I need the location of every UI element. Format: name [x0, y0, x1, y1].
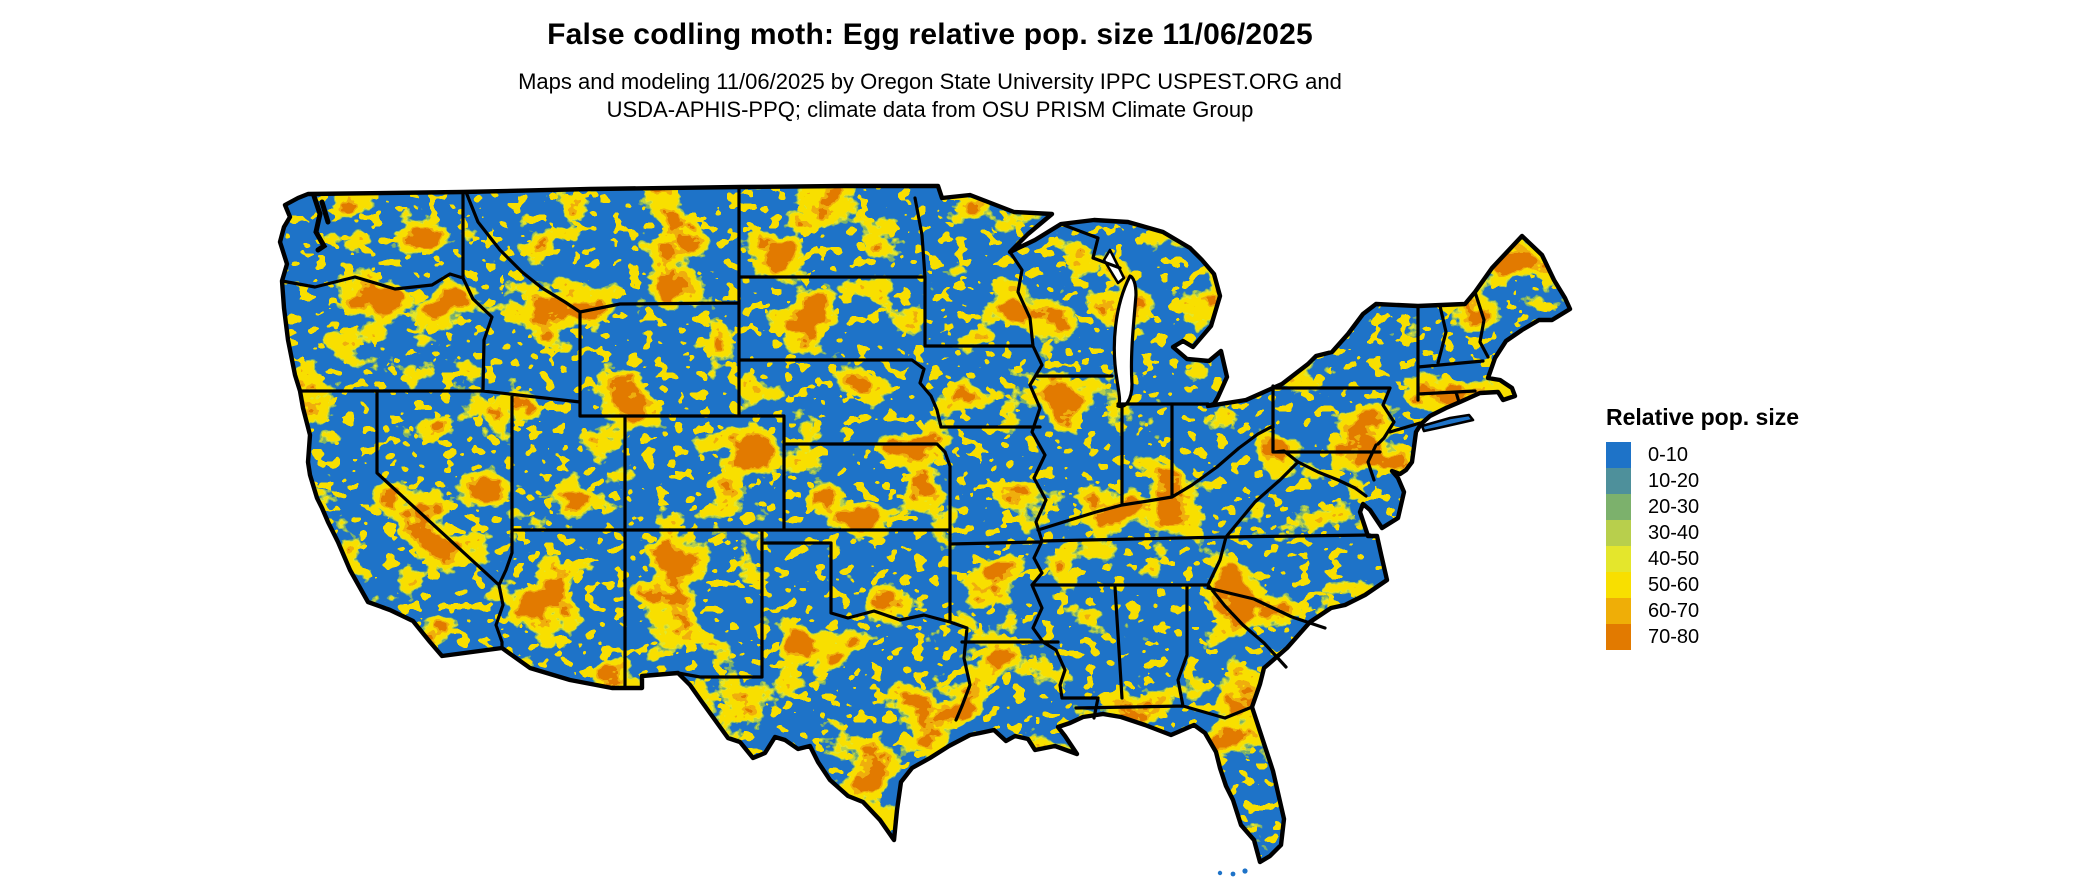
conus-outline: [277, 183, 1573, 865]
legend-label: 60-70: [1648, 600, 1700, 622]
legend-swatch: [1606, 468, 1631, 494]
map-subtitle: Maps and modeling 11/06/2025 by Oregon S…: [518, 69, 1342, 122]
legend-swatch: [1606, 572, 1631, 598]
legend-item: 50-60: [1606, 572, 1799, 598]
legend-label: 70-80: [1648, 626, 1700, 648]
florida-keys: [1217, 870, 1223, 876]
legend-items: 0-10 10-20 20-30 30-40 40-50 50-60 60-70 70-80: [1606, 442, 1799, 650]
legend-swatch: [1606, 598, 1631, 624]
legend-item: 70-80: [1606, 624, 1799, 650]
state-boundaries: [280, 186, 1490, 722]
legend-label: 10-20: [1648, 470, 1700, 492]
florida-keys: [1242, 868, 1248, 874]
legend-item: 30-40: [1606, 520, 1799, 546]
legend-item: 40-50: [1606, 546, 1799, 572]
legend-item: 60-70: [1606, 598, 1799, 624]
legend-label: 40-50: [1648, 548, 1700, 570]
florida-keys: [1230, 871, 1236, 877]
legend-label: 20-30: [1648, 496, 1700, 518]
map-container: [270, 180, 1590, 880]
us-map: [277, 183, 1573, 877]
figure-header: False codling moth: Egg relative pop. si…: [270, 0, 1590, 124]
legend-swatch: [1606, 494, 1631, 520]
legend-swatch: [1606, 624, 1631, 650]
legend-item: 0-10: [1606, 442, 1799, 468]
legend-title: Relative pop. size: [1606, 404, 1800, 430]
long-island: [1420, 413, 1475, 433]
legend-label: 50-60: [1648, 574, 1700, 596]
legend-swatch: [1606, 520, 1631, 546]
legend-swatch: [1606, 442, 1631, 468]
legend-label: 0-10: [1648, 444, 1689, 466]
legend: Relative pop. size 0-10 10-20 20-30 30-40 40…: [1606, 404, 1799, 650]
legend-swatch: [1606, 546, 1631, 572]
legend-item: 10-20: [1606, 468, 1799, 494]
legend-label: 30-40: [1648, 522, 1700, 544]
legend-item: 20-30: [1606, 494, 1799, 520]
map-title: False codling moth: Egg relative pop. si…: [547, 18, 1313, 51]
puget-sound-inlets: [311, 193, 331, 253]
